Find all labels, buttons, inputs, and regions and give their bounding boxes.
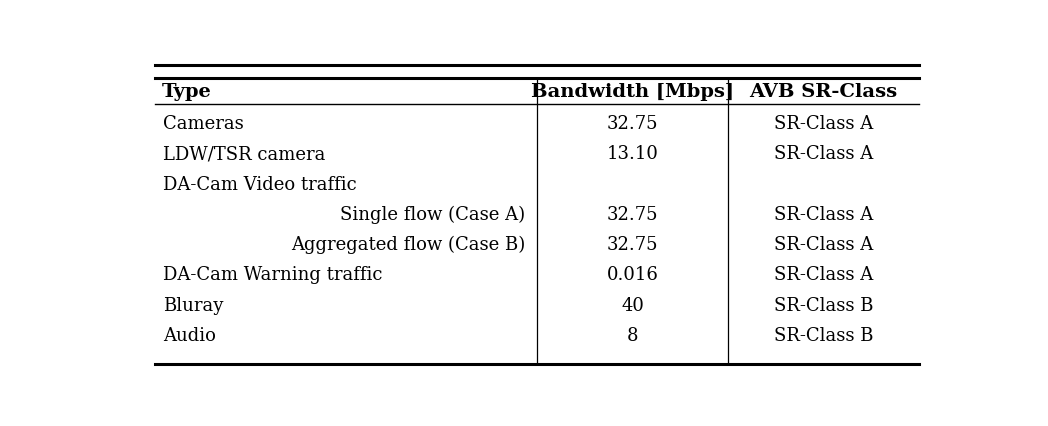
Text: 8: 8	[627, 326, 638, 344]
Text: SR-Class A: SR-Class A	[773, 115, 873, 133]
Text: SR-Class A: SR-Class A	[773, 145, 873, 163]
Text: 32.75: 32.75	[607, 205, 658, 223]
Text: Cameras: Cameras	[163, 115, 244, 133]
Text: SR-Class A: SR-Class A	[773, 205, 873, 223]
Text: Single flow (Case A): Single flow (Case A)	[340, 205, 525, 223]
Text: Type: Type	[161, 83, 212, 101]
Text: Audio: Audio	[163, 326, 216, 344]
Text: Aggregated flow (Case B): Aggregated flow (Case B)	[290, 235, 525, 253]
Text: SR-Class B: SR-Class B	[773, 326, 873, 344]
Text: 13.10: 13.10	[607, 145, 658, 163]
Text: 32.75: 32.75	[607, 115, 658, 133]
Text: DA-Cam Video traffic: DA-Cam Video traffic	[163, 175, 357, 193]
Text: LDW/TSR camera: LDW/TSR camera	[163, 145, 326, 163]
Text: Bluray: Bluray	[163, 296, 224, 314]
Text: AVB SR-Class: AVB SR-Class	[749, 83, 897, 101]
Text: DA-Cam Warning traffic: DA-Cam Warning traffic	[163, 266, 383, 284]
Text: SR-Class B: SR-Class B	[773, 296, 873, 314]
Text: Bandwidth [Mbps]: Bandwidth [Mbps]	[531, 83, 734, 101]
Text: 0.016: 0.016	[607, 266, 658, 284]
Text: 40: 40	[621, 296, 643, 314]
Text: 32.75: 32.75	[607, 236, 658, 253]
Text: SR-Class A: SR-Class A	[773, 236, 873, 253]
Text: SR-Class A: SR-Class A	[773, 266, 873, 284]
